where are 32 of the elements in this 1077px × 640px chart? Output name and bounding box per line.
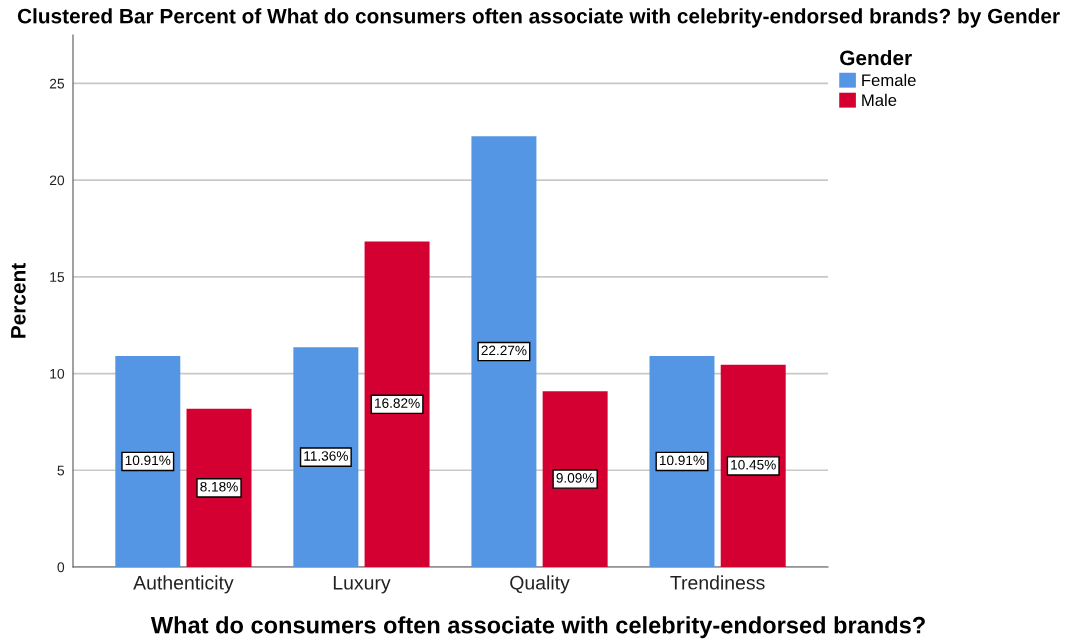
- data-label: 10.91%: [125, 455, 171, 466]
- y-tick-label: 20: [49, 175, 65, 186]
- bar: [186, 408, 252, 567]
- x-tick-label: Quality: [510, 575, 570, 594]
- bar: [720, 364, 786, 567]
- y-tick-label: 10: [50, 368, 65, 379]
- y-tick-label: 0: [57, 562, 65, 573]
- x-tick-label: Luxury: [333, 576, 391, 594]
- bar: [293, 347, 359, 567]
- chart-title: Clustered Bar Percent of What do consumers often associate with celebrity-endorsed brands? by Gender: [17, 8, 1060, 28]
- y-axis-title: Percent: [11, 263, 26, 338]
- bar: [471, 136, 537, 567]
- bar: [649, 355, 715, 567]
- y-tick-label: 5: [57, 465, 65, 476]
- x-tick-label: Authenticity: [133, 575, 234, 594]
- legend-label: Male: [862, 93, 897, 107]
- y-tick-label: 25: [49, 78, 65, 89]
- data-label: 8.18%: [200, 481, 238, 492]
- bar: [542, 391, 608, 567]
- data-label: 9.09%: [556, 473, 594, 483]
- data-label: 16.82%: [375, 398, 420, 408]
- bar: [115, 355, 181, 567]
- legend-title: Gender: [840, 50, 912, 66]
- data-label: 22.27%: [481, 345, 527, 356]
- legend-label: Female: [862, 73, 916, 87]
- y-tick-label: 15: [50, 272, 65, 282]
- data-label: 11.36%: [304, 451, 348, 461]
- x-tick-label: Trendiness: [670, 575, 765, 590]
- data-label: 10.91%: [659, 455, 705, 466]
- data-label: 10.45%: [731, 459, 776, 470]
- bar: [364, 241, 430, 567]
- x-axis-title: What do consumers often associate with celebrity-endorsed brands?: [150, 616, 925, 639]
